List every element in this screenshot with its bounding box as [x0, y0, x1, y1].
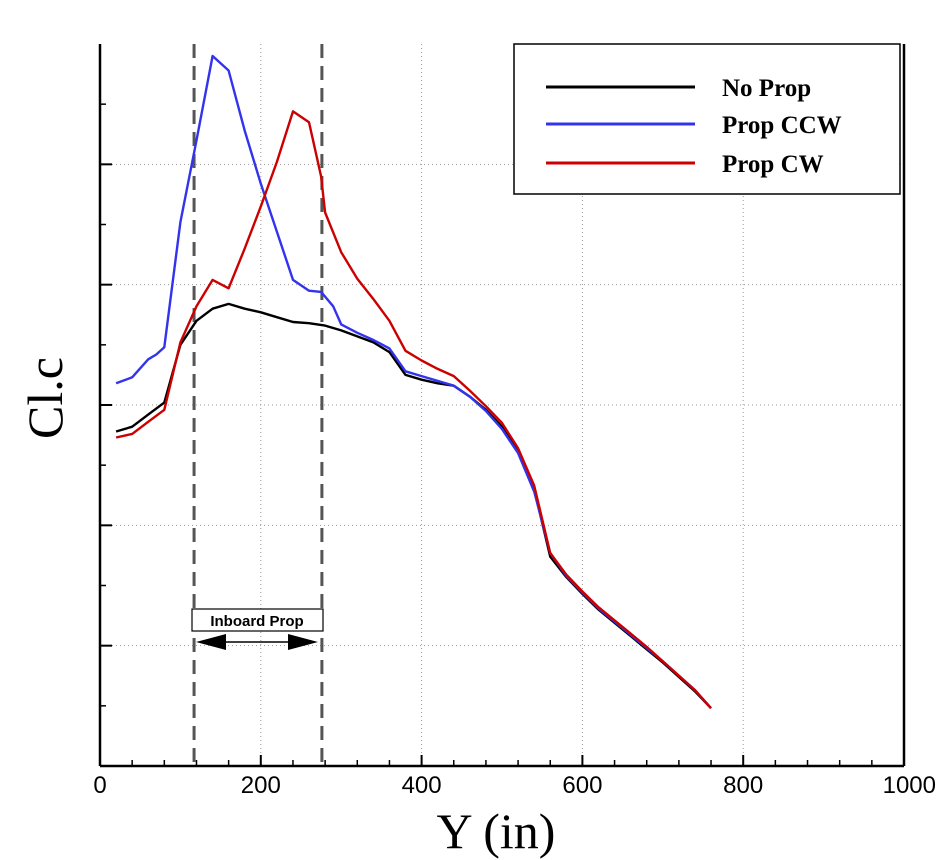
x-tick-label-800: 800 — [723, 772, 763, 799]
x-tick-labels: 0 200 400 600 800 1000 — [93, 772, 936, 799]
legend-label-no-prop: No Prop — [722, 75, 811, 102]
x-axis-title: Y (in) — [437, 803, 556, 859]
x-tick-label-400: 400 — [402, 772, 442, 799]
annotation-label: Inboard Prop — [210, 613, 303, 630]
annotation-arrow-left-head — [196, 634, 226, 650]
series-line-no-prop — [115, 302, 712, 710]
annotation-box — [191, 608, 324, 632]
legend: No Prop Prop CCW Prop CW — [513, 43, 901, 195]
x-tick-label-600: 600 — [562, 772, 602, 799]
x-tick-label-200: 200 — [241, 772, 281, 799]
x-tick-label-1000: 1000 — [883, 772, 936, 799]
annotation-arrow-right-head — [288, 634, 318, 650]
legend-box — [513, 43, 901, 195]
series-line-prop-cw — [115, 110, 712, 709]
y-axis-title: Cl.c — [17, 357, 73, 439]
axes — [98, 44, 906, 768]
x-tick-label-0: 0 — [93, 772, 106, 799]
inboard-prop-annotation: Inboard Prop — [191, 608, 324, 650]
reference-lines — [192, 44, 324, 766]
legend-label-prop-cw: Prop CW — [722, 151, 824, 178]
series-lines — [115, 54, 712, 710]
legend-label-prop-ccw: Prop CCW — [722, 112, 842, 139]
